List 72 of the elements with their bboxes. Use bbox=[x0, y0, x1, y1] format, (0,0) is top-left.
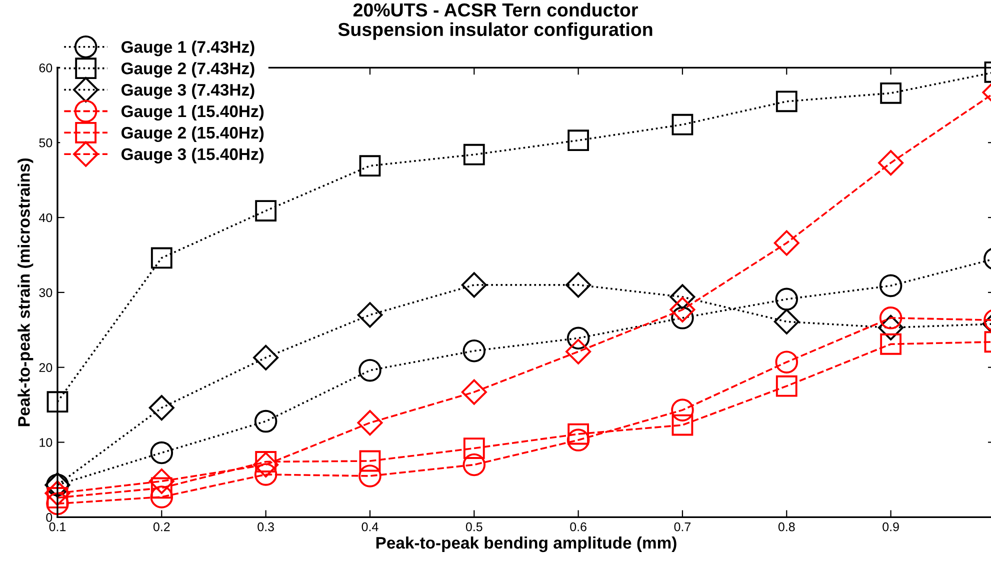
point bbox=[357, 410, 383, 436]
point bbox=[150, 441, 174, 464]
point bbox=[255, 200, 277, 222]
y-tick-label: 30 bbox=[39, 288, 52, 298]
point bbox=[878, 150, 904, 176]
point bbox=[566, 338, 592, 364]
y-tick-label: 0 bbox=[46, 512, 52, 522]
legend-label: Gauge 2 (7.43Hz) bbox=[121, 62, 254, 78]
point bbox=[358, 358, 382, 382]
x-tick-label: 0.8 bbox=[778, 522, 795, 532]
point bbox=[150, 247, 172, 269]
point bbox=[774, 308, 800, 334]
y-tick-label: 20 bbox=[39, 363, 52, 372]
point bbox=[878, 314, 904, 340]
x-tick-label: 0.1 bbox=[49, 522, 66, 532]
point bbox=[461, 379, 487, 405]
point bbox=[357, 302, 383, 328]
point bbox=[150, 486, 174, 508]
point bbox=[463, 438, 485, 459]
point bbox=[879, 274, 902, 298]
point bbox=[461, 272, 487, 298]
point bbox=[670, 284, 696, 310]
x-tick-label: 0.6 bbox=[570, 522, 586, 532]
point bbox=[672, 114, 694, 136]
point bbox=[566, 272, 592, 298]
x-tick-label: 0.5 bbox=[466, 522, 482, 532]
point bbox=[358, 464, 382, 488]
chart-title: 20%UTS - ACSR Tern conductor Suspension insulator configuration bbox=[338, 2, 652, 40]
x-tick-label: 0.3 bbox=[258, 522, 274, 532]
legend-label: Gauge 1 (15.40Hz) bbox=[121, 104, 264, 121]
legend-label: Gauge 3 (7.43Hz) bbox=[121, 84, 254, 100]
point bbox=[671, 398, 694, 422]
x-tick-label: 0.2 bbox=[153, 522, 170, 532]
y-tick-label: 40 bbox=[39, 213, 52, 222]
point bbox=[148, 468, 174, 494]
point bbox=[359, 450, 381, 472]
legend-label: Gauge 2 (15.40Hz) bbox=[121, 126, 264, 142]
point bbox=[568, 130, 589, 152]
point bbox=[254, 463, 278, 486]
point bbox=[254, 410, 278, 433]
point bbox=[253, 452, 279, 478]
point bbox=[880, 82, 902, 104]
point bbox=[46, 391, 68, 413]
x-tick-label: 0.4 bbox=[362, 522, 378, 532]
y-axis-title: Peak-to-peak strain (microstrains) bbox=[18, 158, 34, 426]
legend-label: Gauge 1 (7.43Hz) bbox=[121, 40, 254, 56]
point bbox=[568, 423, 589, 445]
x-tick-label: 0.9 bbox=[882, 522, 899, 532]
y-tick-label: 10 bbox=[40, 438, 52, 447]
point bbox=[359, 155, 381, 177]
point bbox=[148, 395, 174, 421]
point bbox=[462, 453, 486, 476]
point bbox=[776, 90, 798, 112]
point bbox=[880, 333, 902, 355]
y-tick-label: 50 bbox=[39, 138, 52, 148]
y-tick-label: 60 bbox=[39, 63, 52, 72]
point bbox=[462, 339, 486, 362]
point bbox=[776, 375, 798, 397]
point bbox=[44, 480, 70, 506]
point bbox=[566, 326, 590, 350]
point bbox=[775, 350, 798, 374]
point bbox=[774, 230, 800, 256]
x-tick-label: 0.7 bbox=[674, 522, 691, 532]
x-axis-title: Peak-to-peak bending amplitude (mm) bbox=[376, 536, 676, 552]
point bbox=[672, 414, 694, 436]
point bbox=[670, 296, 696, 322]
point bbox=[253, 344, 279, 370]
point bbox=[566, 428, 590, 452]
legend-label: Gauge 3 (15.40Hz) bbox=[121, 148, 264, 164]
point bbox=[463, 144, 485, 166]
point bbox=[879, 306, 902, 330]
point bbox=[775, 288, 798, 311]
